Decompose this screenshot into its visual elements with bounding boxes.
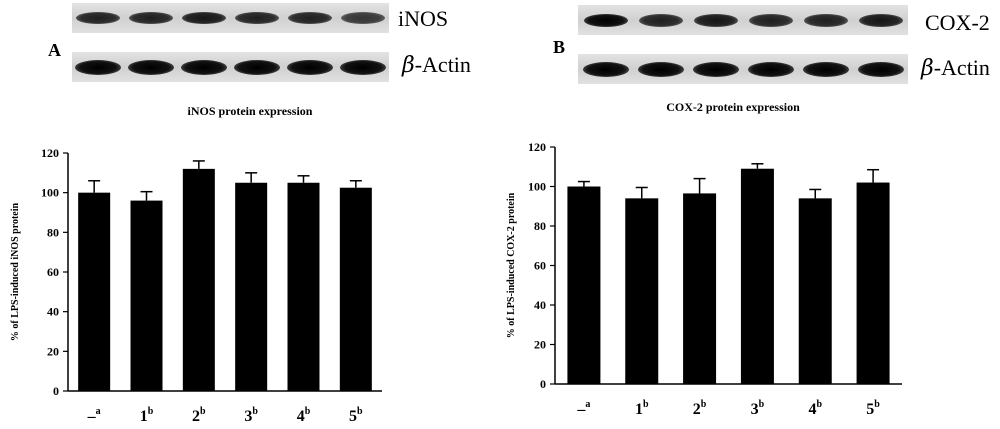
chart-b-title: COX-2 protein expression: [666, 100, 800, 114]
bar: [740, 168, 774, 384]
y-tick-label: 120: [41, 146, 59, 160]
x-category-superscript: b: [305, 406, 311, 417]
x-category-superscript: b: [701, 399, 707, 410]
y-tick-label: 100: [41, 186, 59, 200]
x-category-label: 3b: [244, 406, 258, 425]
y-tick-label: 80: [534, 219, 546, 233]
bar: [567, 186, 601, 384]
x-category-label: –a: [87, 406, 101, 425]
bar: [683, 193, 717, 384]
x-category-label: 1b: [140, 406, 154, 425]
blot-band: [748, 13, 793, 27]
chart-a-title: iNOS protein expression: [187, 104, 313, 118]
y-tick-label: 100: [528, 180, 546, 194]
x-category-label: 2b: [693, 399, 707, 418]
x-category-superscript: b: [252, 406, 258, 417]
y-tick-label: 80: [47, 225, 59, 239]
panel-b-letter: B: [553, 37, 566, 57]
actin-blot-label-a: β-Actin: [402, 52, 471, 78]
bar: [856, 182, 890, 384]
actin-blot-image-a: [72, 52, 389, 82]
blot-band: [287, 12, 332, 24]
x-category-label: 5b: [866, 399, 880, 418]
blot-band: [583, 13, 628, 27]
blot-band: [802, 61, 849, 77]
y-tick-label: 60: [534, 259, 546, 273]
bar: [339, 187, 372, 391]
x-category-superscript: b: [816, 399, 822, 410]
blot-band: [181, 59, 228, 75]
panel-a-letter: A: [48, 40, 61, 60]
x-category-label: 2b: [192, 406, 206, 425]
y-tick-label: 40: [47, 305, 59, 319]
x-category-label: 4b: [808, 399, 822, 418]
blot-band: [286, 59, 333, 75]
x-category-superscript: b: [874, 399, 880, 410]
blot-band: [182, 12, 227, 24]
inos-blot-image: [72, 3, 389, 33]
blot-band: [582, 61, 629, 77]
x-category-label: 1b: [635, 399, 649, 418]
blot-band: [858, 13, 903, 27]
actin-blot-image-b: [578, 54, 908, 84]
bar: [182, 168, 215, 391]
cox2-blot-label: COX-2: [925, 10, 990, 35]
y-tick-label: 0: [540, 377, 546, 391]
x-category-superscript: b: [200, 406, 206, 417]
bar: [798, 198, 832, 384]
blot-band: [340, 12, 385, 24]
y-tick-label: 0: [53, 384, 59, 398]
x-category-label: 3b: [751, 399, 765, 418]
blot-band: [693, 13, 738, 27]
x-category-label: 4b: [297, 406, 311, 425]
inos-bar-chart: 0 20 40 60 80 100 120 % of LPS-induced iNOS pro…: [10, 146, 382, 425]
actin-blot-label-b: β-Actin: [921, 55, 990, 81]
blot-band: [803, 13, 848, 27]
blot-band: [339, 59, 386, 75]
y-tick-label: 20: [47, 344, 59, 358]
blot-band: [692, 61, 739, 77]
x-category-superscript: b: [357, 406, 363, 417]
blot-band: [129, 12, 174, 24]
y-axis-label: % of LPS-induced iNOS protein: [10, 202, 21, 341]
cox2-blot-image: [578, 5, 908, 35]
y-tick-label: 60: [47, 265, 59, 279]
bar: [625, 198, 659, 384]
bar: [130, 200, 163, 391]
y-tick-label: 120: [528, 140, 546, 154]
x-category-label: –a: [576, 399, 590, 418]
bar: [78, 192, 111, 391]
y-tick-label: 20: [534, 338, 546, 352]
x-category-label: 5b: [349, 406, 363, 425]
x-category-superscript: a: [96, 406, 101, 417]
cox2-bar-chart: 0 20 40 60 80 100 120 % of LPS-induced COX-2 pr…: [506, 140, 902, 418]
x-category-superscript: b: [643, 399, 649, 410]
y-axis-label: % of LPS-induced COX-2 protein: [506, 192, 517, 338]
x-category-superscript: b: [759, 399, 765, 410]
blot-band: [75, 59, 122, 75]
blot-band: [76, 12, 121, 24]
bar: [287, 182, 320, 391]
inos-blot-label: iNOS: [398, 6, 449, 31]
blot-band: [747, 61, 794, 77]
bar: [235, 182, 268, 391]
x-category-superscript: b: [148, 406, 154, 417]
x-category-superscript: a: [585, 399, 590, 410]
blot-band: [637, 61, 684, 77]
blot-band: [128, 59, 175, 75]
blot-band: [857, 61, 904, 77]
y-tick-label: 40: [534, 298, 546, 312]
blot-band: [233, 59, 280, 75]
blot-band: [638, 13, 683, 27]
blot-band: [234, 12, 279, 24]
